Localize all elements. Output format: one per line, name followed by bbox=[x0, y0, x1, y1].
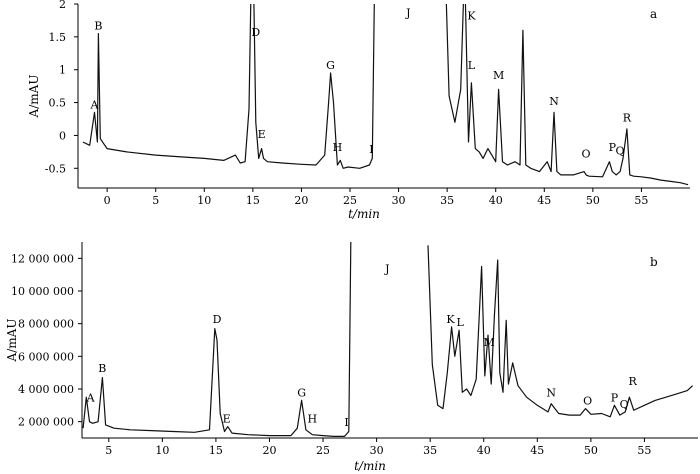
x-tick-label: 10 bbox=[197, 194, 211, 207]
peak-label-B: B bbox=[94, 20, 102, 33]
peak-label-H: H bbox=[333, 141, 343, 154]
x-tick-label: 0 bbox=[104, 194, 111, 207]
y-tick-label: 1 bbox=[59, 64, 66, 77]
x-tick-label: 15 bbox=[209, 444, 223, 457]
x-tick-label: 40 bbox=[489, 194, 503, 207]
x-tick-label: 55 bbox=[634, 194, 648, 207]
x-tick-label: 50 bbox=[586, 194, 600, 207]
chart-panel-b: 5 10 15 20 25 30 35 40 45 50 55 12 000 000 10 000 00… bbox=[5, 242, 698, 473]
trace-segment-2 bbox=[445, 4, 689, 186]
x-tick-label: 55 bbox=[637, 444, 651, 457]
peak-label-K: K bbox=[467, 10, 476, 23]
peak-label-D: D bbox=[251, 26, 260, 39]
panel-label: b bbox=[650, 255, 658, 269]
x-tick-label: 45 bbox=[537, 194, 551, 207]
y-tick-label: 6 000 000 bbox=[18, 350, 74, 363]
x-tick-label: 15 bbox=[246, 194, 260, 207]
peak-label-O: O bbox=[582, 148, 591, 161]
peak-label-L: L bbox=[457, 316, 465, 329]
peak-label-O: O bbox=[583, 395, 592, 408]
x-tick-label: 30 bbox=[370, 444, 384, 457]
peak-label-G: G bbox=[326, 59, 335, 72]
x-tick-label: 5 bbox=[105, 444, 112, 457]
x-tick-label: 25 bbox=[316, 444, 330, 457]
y-tick-label: 2 bbox=[59, 0, 66, 11]
y-tick-label: 8 000 000 bbox=[18, 318, 74, 331]
y-tick-label: 2 000 000 bbox=[18, 416, 74, 429]
x-tick-label: 35 bbox=[423, 444, 437, 457]
peak-label-D: D bbox=[213, 313, 222, 326]
y-tick-label: 0 bbox=[59, 129, 66, 142]
panel-label: a bbox=[650, 7, 657, 21]
x-axis-label: t/min bbox=[348, 207, 380, 221]
peak-label-I: I bbox=[344, 416, 348, 429]
x-tick-label: 40 bbox=[477, 444, 491, 457]
y-axis-label: A/mAU bbox=[27, 75, 41, 119]
x-tick-label: 5 bbox=[152, 194, 159, 207]
y-tick-label: 4 000 000 bbox=[18, 383, 74, 396]
peak-label-E: E bbox=[223, 413, 231, 426]
x-tick-label: 50 bbox=[584, 444, 598, 457]
peak-label-I: I bbox=[369, 143, 373, 156]
x-tick-label: 30 bbox=[392, 194, 406, 207]
peak-label-N: N bbox=[546, 386, 556, 399]
peak-label-J: J bbox=[405, 6, 410, 19]
peak-label-A: A bbox=[90, 98, 100, 111]
peak-label-R: R bbox=[623, 112, 632, 125]
peak-label-Q: Q bbox=[616, 144, 625, 157]
peak-label-E: E bbox=[258, 128, 266, 141]
x-tick-label: 25 bbox=[343, 194, 357, 207]
peak-label-L: L bbox=[468, 59, 476, 72]
peak-label-P: P bbox=[611, 391, 619, 404]
peak-label-N: N bbox=[549, 95, 559, 108]
y-tick-label: -0.5 bbox=[45, 162, 66, 175]
y-axis-label: A/mAU bbox=[5, 319, 19, 363]
peak-label-M: M bbox=[483, 336, 494, 349]
peak-label-B: B bbox=[98, 362, 106, 375]
x-tick-label: 20 bbox=[294, 194, 308, 207]
peak-label-A: A bbox=[86, 391, 96, 404]
trace-segment-1 bbox=[82, 4, 375, 169]
y-tick-label: 12 000 000 bbox=[11, 252, 74, 265]
peak-label-P: P bbox=[609, 141, 617, 154]
x-tick-label: 10 bbox=[155, 444, 169, 457]
y-tick-label: 10 000 000 bbox=[11, 285, 74, 298]
x-tick-label: 35 bbox=[440, 194, 454, 207]
peak-label-R: R bbox=[629, 375, 638, 388]
peak-label-M: M bbox=[493, 69, 504, 82]
y-tick-label: 1.5 bbox=[49, 31, 67, 44]
trace-segment-1 bbox=[82, 242, 352, 437]
y-tick-label: 0.5 bbox=[49, 97, 67, 110]
chart-panel-a: 0 5 10 15 20 25 30 35 40 45 50 55 2 1.5 1 0.5 0 -0.5 t/min… bbox=[27, 0, 690, 221]
peak-label-G: G bbox=[297, 386, 306, 399]
peak-label-Q: Q bbox=[620, 398, 629, 411]
x-tick-label: 20 bbox=[262, 444, 276, 457]
peak-label-J: J bbox=[384, 262, 389, 275]
x-tick-label: 45 bbox=[530, 444, 544, 457]
trace-segment-2 bbox=[427, 245, 694, 418]
peak-label-H: H bbox=[308, 413, 318, 426]
x-axis-label: t/min bbox=[354, 459, 386, 473]
peak-label-K: K bbox=[446, 313, 455, 326]
